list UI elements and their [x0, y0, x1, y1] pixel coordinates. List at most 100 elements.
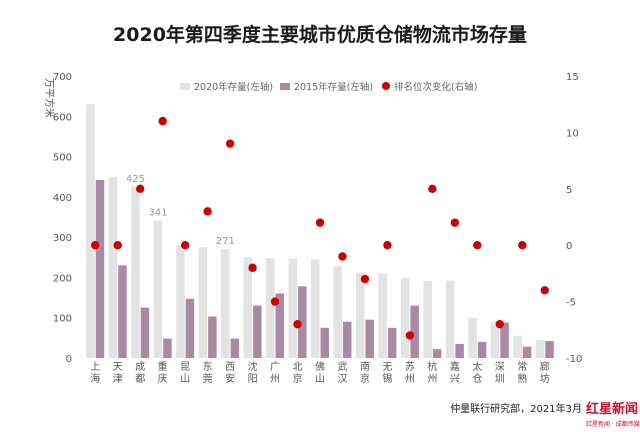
- bar-2020-14: [400, 278, 410, 358]
- rank-dot-0: [91, 241, 100, 250]
- x-label-4: 昆山: [180, 361, 190, 385]
- x-label-10: 佛山: [315, 360, 325, 385]
- bar-2020-12: [355, 272, 365, 358]
- bar-2020-19: [513, 335, 522, 358]
- bar-2020-17: [468, 317, 477, 358]
- bar-2015-12: [365, 319, 374, 358]
- bar-2015-14: [410, 305, 419, 358]
- bar-2020-1: [108, 176, 118, 358]
- legend: 2020年存量(左轴) 2015年存量(左轴) 排名位次变化(右轴): [180, 81, 477, 93]
- bar-2015-19: [522, 346, 532, 358]
- legend-swatch-2020: [180, 83, 190, 90]
- rank-dot-16: [450, 218, 460, 227]
- left-axis-ticks: 0 100 200 300 400 500 600 700: [53, 72, 72, 365]
- bar-2020-20: [535, 339, 545, 358]
- rank-dot-12: [360, 274, 370, 284]
- rank-dot-20: [540, 286, 549, 295]
- bar-2015-5: [208, 316, 217, 358]
- rank-dot-6: [225, 139, 235, 148]
- x-label-1: 天津: [113, 362, 123, 385]
- bar-2020-15: [423, 280, 432, 358]
- logo-sub-text: 红星新闻 · 成都传媒: [586, 420, 640, 428]
- bar-2020-16: [445, 280, 455, 358]
- bar-2020-9: [288, 258, 298, 358]
- x-label-13: 无锡: [382, 362, 392, 385]
- rank-dot-14: [405, 331, 415, 340]
- right-tick-2: 0: [566, 241, 572, 252]
- x-axis-labels: 上海天津成都重庆昆山东莞西安沈阳广州北京佛山武汉南京无锡苏州杭州嘉兴太仓深圳常熟…: [90, 360, 550, 385]
- left-tick-0: 0: [66, 354, 72, 365]
- bar-2015-9: [298, 286, 307, 358]
- bar-2020-6: [221, 248, 230, 358]
- bar-2015-17: [477, 341, 487, 358]
- rank-dot-10: [315, 218, 325, 227]
- data-label-2: 271: [216, 236, 235, 247]
- data-label-1: 341: [148, 208, 167, 219]
- bar-2020-3: [153, 220, 163, 358]
- legend-label-2020: 2020年存量(左轴): [194, 81, 273, 93]
- x-label-19: 常熟: [517, 360, 527, 385]
- rank-dot-17: [473, 241, 482, 250]
- bar-2020-13: [378, 273, 387, 358]
- x-label-5: 东莞: [203, 360, 213, 385]
- bar-2015-20: [545, 341, 554, 358]
- right-tick-4: 10: [566, 128, 579, 139]
- right-axis-ticks: -10 -5 0 5 10 15: [566, 72, 582, 365]
- rank-dot-1: [113, 241, 122, 250]
- bar-2020-11: [333, 266, 342, 358]
- bar-2020-10: [311, 259, 320, 358]
- bar-2020-8: [266, 258, 275, 358]
- x-label-14: 苏州: [405, 360, 415, 385]
- bar-2015-10: [320, 327, 329, 358]
- left-axis-label: 万平方米: [43, 78, 56, 118]
- x-label-11: 武汉: [337, 360, 347, 385]
- bars: [86, 104, 554, 358]
- legend-label-2015: 2015年存量(左轴): [294, 81, 373, 93]
- data-labels: 425 341 271: [126, 174, 235, 247]
- bar-2015-7: [253, 305, 262, 358]
- right-tick-1: -5: [566, 298, 576, 309]
- bar-2020-4: [176, 245, 185, 358]
- rank-dot-19: [518, 241, 527, 250]
- legend-label-rank: 排名位次变化(右轴): [394, 81, 477, 93]
- x-label-16: 嘉兴: [450, 360, 460, 385]
- bar-2020-5: [198, 247, 208, 358]
- x-label-8: 广州: [270, 361, 280, 385]
- x-label-20: 廊坊: [540, 360, 550, 385]
- bar-2015-6: [230, 338, 240, 358]
- left-tick-4: 400: [53, 193, 72, 204]
- rank-dot-9: [293, 319, 302, 329]
- bar-2020-18: [490, 321, 500, 358]
- bar-2015-18: [500, 322, 509, 358]
- right-tick-0: -10: [566, 354, 582, 365]
- left-tick-7: 700: [53, 72, 72, 83]
- rank-dot-4: [180, 241, 190, 250]
- bar-2015-2: [140, 307, 150, 358]
- bar-2015-8: [275, 293, 285, 358]
- source-note: 仲量联行研究部，2021年3月: [450, 402, 582, 415]
- rank-dot-7: [248, 263, 257, 272]
- bar-2015-16: [455, 343, 464, 358]
- rank-dot-11: [338, 252, 347, 261]
- legend-marker-rank: [382, 82, 390, 90]
- rank-dot-3: [158, 116, 167, 126]
- x-label-12: 南京: [360, 360, 370, 385]
- bar-2020-2: [131, 186, 140, 358]
- chart-title: 2020年第四季度主要城市优质仓储物流市场存量: [113, 23, 527, 46]
- bar-2015-13: [387, 327, 397, 358]
- x-label-6: 西安: [225, 362, 235, 385]
- x-label-15: 杭州: [427, 360, 437, 385]
- right-tick-5: 15: [566, 72, 579, 83]
- rank-dot-5: [203, 207, 212, 216]
- right-tick-3: 5: [566, 185, 572, 196]
- publisher-logo: 红星新闻 红星新闻 · 成都传媒: [586, 401, 640, 428]
- left-tick-1: 100: [53, 314, 72, 325]
- x-label-9: 北京: [293, 361, 303, 385]
- x-label-17: 太仓: [472, 360, 482, 385]
- left-tick-5: 500: [53, 153, 72, 164]
- rank-dot-13: [383, 241, 392, 250]
- bar-2015-11: [342, 321, 352, 358]
- bar-2015-15: [432, 349, 442, 358]
- x-label-18: 深圳: [495, 361, 505, 385]
